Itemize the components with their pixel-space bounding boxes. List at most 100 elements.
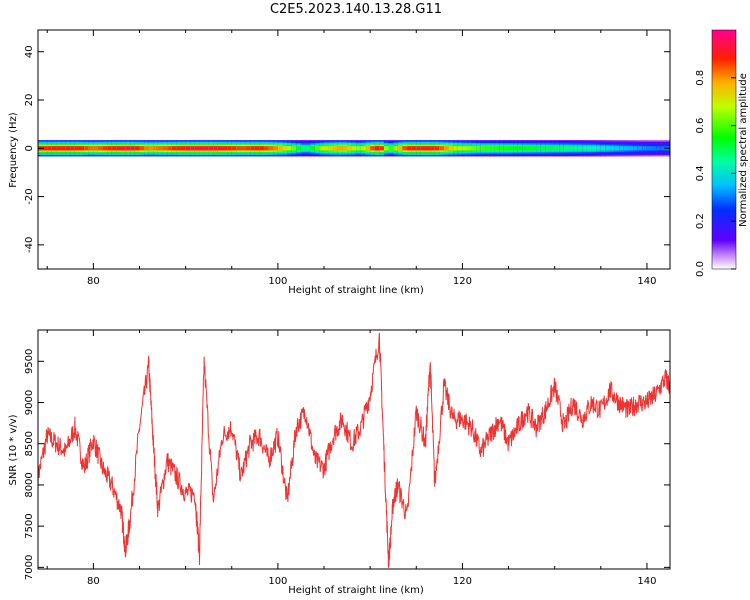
spectrogram-cell <box>526 146 533 151</box>
snr-y-label: SNR (10 * v/v) <box>8 414 19 485</box>
spectrogram-cell <box>467 146 473 151</box>
spectrogram-cell <box>93 146 99 151</box>
snr-x-ticks: 80 100 120 140 <box>46 330 656 587</box>
colorbar-label: Normalized spectral amplitude <box>738 73 749 227</box>
spectrogram-cell <box>190 146 196 151</box>
spectrogram-cell <box>51 146 58 151</box>
spectrogram-cell <box>194 146 201 151</box>
spectrogram-cell <box>503 146 510 151</box>
snr-frame <box>37 329 671 570</box>
colorbar: 0.0 0.2 0.4 0.6 0.8 Normalized spectral ampl… <box>695 29 749 277</box>
spectrogram-cell <box>139 146 145 151</box>
spectrogram-cell <box>88 146 94 151</box>
y-tick-label: 9000 <box>24 390 35 415</box>
spectrogram-cell <box>227 146 233 151</box>
spectrogram-cell <box>328 146 334 151</box>
spectrogram-cell <box>282 146 288 151</box>
snr-x-label: Height of straight line (km) <box>288 585 424 596</box>
spectrogram-cell <box>577 146 583 151</box>
spectrogram-cell <box>291 146 297 151</box>
spectrogram-cell <box>70 146 76 151</box>
spectrogram-cell <box>642 146 648 151</box>
spectrogram-cell <box>157 146 164 151</box>
spectrogram-cell <box>393 146 399 151</box>
spectrogram-cell <box>416 146 422 151</box>
spectrogram-cell <box>79 146 85 151</box>
spectrogram-cell <box>499 146 505 151</box>
x-tick-label: 100 <box>268 576 287 587</box>
spectrogram-cell <box>439 146 445 151</box>
spectrogram-cell <box>379 146 385 151</box>
spectrogram-cell <box>324 146 330 151</box>
spectrogram-cell <box>494 146 500 151</box>
spectrogram-cell <box>199 146 205 151</box>
spectrogram-cell <box>245 146 251 151</box>
spectrogram-cell <box>600 146 607 151</box>
spectrogram-cell <box>125 146 131 151</box>
spectrogram-cell <box>74 146 81 151</box>
spectrogram-cell <box>388 146 394 151</box>
spectrogram-frame <box>37 29 671 270</box>
spectrogram-cell <box>65 146 71 151</box>
x-tick-label: 80 <box>87 276 100 287</box>
figure-title: C2E5.2023.140.13.28.G11 <box>269 2 443 17</box>
spectrogram-cell <box>476 146 482 151</box>
spectrogram-cell <box>171 146 177 151</box>
spectrogram-cell <box>559 146 565 151</box>
spectrogram-cell <box>420 146 427 151</box>
colorbar-gradient <box>711 29 737 270</box>
spectrogram-cell <box>586 146 593 151</box>
spectrogram-cell <box>531 146 537 151</box>
spectrogram-cell <box>646 146 653 151</box>
spectrogram-cell <box>84 146 90 151</box>
spectrogram-cell <box>554 146 560 151</box>
colorbar-tick-label: 0.8 <box>695 70 706 86</box>
spectrogram-cell <box>485 146 491 151</box>
spectrogram-panel: 80 100 120 140 -40 -20 0 20 40 Height of straig… <box>8 29 671 296</box>
spectrogram-cell <box>222 146 228 151</box>
spectrogram-cell <box>605 146 611 151</box>
spectrogram-cell <box>56 146 62 151</box>
spectrogram-cell <box>333 146 339 151</box>
spectrogram-cell <box>264 146 270 151</box>
spectrogram-cell <box>300 146 307 151</box>
spectrogram-cell <box>254 146 261 151</box>
spectrogram-cell <box>116 146 122 151</box>
spectrogram-cell <box>42 146 48 151</box>
spectrogram-cell <box>471 146 477 151</box>
spectrogram-cell <box>370 146 376 151</box>
spectrogram-cell <box>365 146 371 151</box>
spectrogram-cell <box>181 146 187 151</box>
spectrogram-cell <box>148 146 154 151</box>
spectrogram-cell <box>204 146 210 151</box>
spectrogram-cell <box>319 146 325 151</box>
spectrogram-cell <box>162 146 168 151</box>
colorbar-tick-label: 0.2 <box>695 213 706 229</box>
y-tick-label: 0 <box>24 145 35 151</box>
spectrogram-cell <box>259 146 265 151</box>
spectrogram-cell <box>208 146 214 151</box>
spectrogram-cell <box>480 146 487 151</box>
colorbar-tick-label: 0.6 <box>695 118 706 134</box>
snr-y-ticks: 7000 7500 8000 8500 9000 9500 <box>24 349 670 580</box>
y-tick-label: 7500 <box>24 513 35 538</box>
spectrogram-cell <box>623 146 630 151</box>
spectrogram-cell <box>356 146 362 151</box>
snr-panel: 80 100 120 140 7000 7500 8000 8500 9000 9500 Hei… <box>8 329 671 596</box>
spectrogram-cell <box>310 146 316 151</box>
spectrogram-cell <box>610 146 616 151</box>
spectrogram-cell <box>337 146 344 151</box>
spectrogram-cell <box>545 146 551 151</box>
spectrogram-cell <box>513 146 519 151</box>
spectrogram-cell <box>213 146 219 151</box>
spectrogram-cell <box>351 146 357 151</box>
spectrogram-cell <box>517 146 523 151</box>
spectrogram-cell <box>153 146 159 151</box>
spectrogram-cell <box>102 146 108 151</box>
spectrogram-cell <box>573 146 579 151</box>
spectrogram-cell <box>550 146 556 151</box>
spectrogram-cell <box>522 146 528 151</box>
spectrogram-cell <box>144 146 150 151</box>
spectrogram-cell <box>347 146 353 151</box>
spectrogram-cell <box>614 146 620 151</box>
